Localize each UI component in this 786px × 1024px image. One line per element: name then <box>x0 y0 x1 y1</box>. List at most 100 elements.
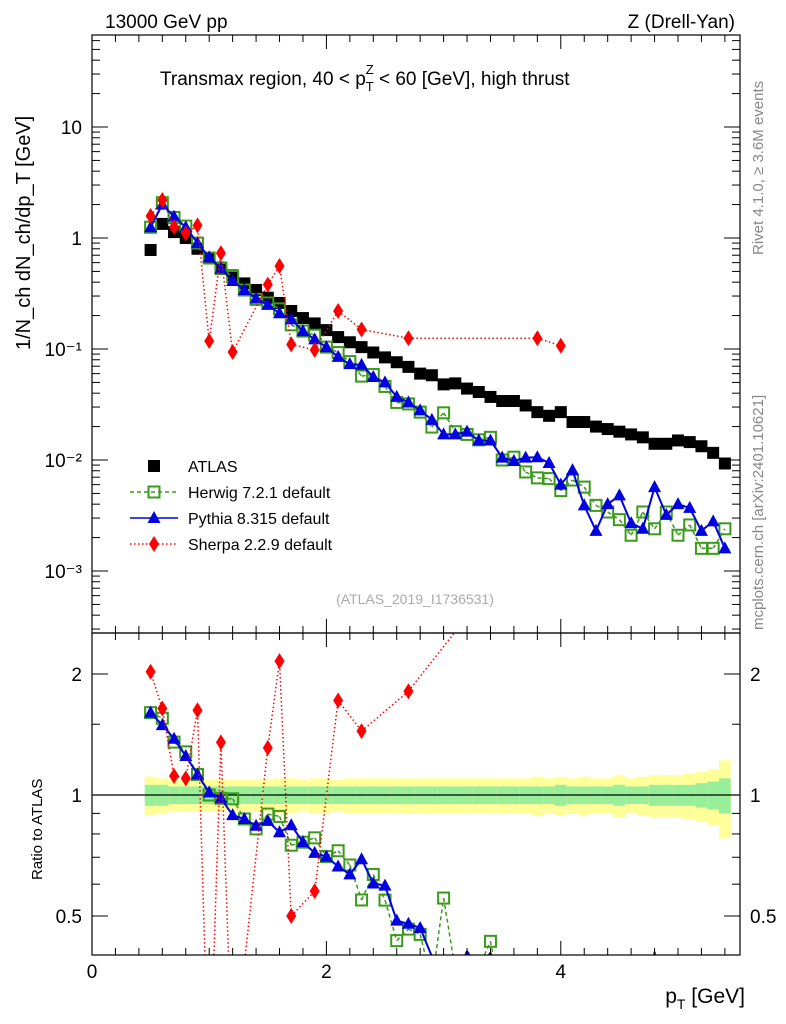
data-point <box>707 446 720 459</box>
ratio-point <box>366 876 380 889</box>
ratio-line <box>149 712 656 956</box>
data-point <box>648 480 662 493</box>
x-tick-label: 2 <box>321 962 332 983</box>
data-point <box>319 340 333 353</box>
data-point <box>390 356 403 369</box>
data-point <box>261 297 275 310</box>
legend-marker <box>148 460 160 472</box>
legend-entry: ATLAS <box>148 459 238 476</box>
data-point <box>589 420 602 433</box>
ratio-point <box>274 653 285 670</box>
legend-entry: Herwig 7.2.1 default <box>130 485 331 502</box>
ratio-point <box>403 683 414 700</box>
legend-marker <box>147 485 161 499</box>
data-point <box>296 324 310 337</box>
data-point <box>226 273 240 286</box>
data-point <box>202 250 216 263</box>
ratio-y-tick-label-right: 2 <box>750 665 761 686</box>
legend-label: Sherpa 2.2.9 default <box>188 537 333 554</box>
data-point <box>507 453 521 466</box>
data-point <box>461 382 474 395</box>
ratio-point <box>273 825 287 838</box>
series-1 <box>144 196 732 956</box>
data-point <box>249 291 263 304</box>
data-point <box>333 302 344 319</box>
data-point <box>625 428 638 441</box>
data-point <box>296 312 309 325</box>
legend-marker <box>147 511 161 523</box>
data-point <box>144 220 158 233</box>
data-point <box>378 375 392 388</box>
y-tick-label: 10⁻¹ <box>45 340 83 361</box>
data-point <box>613 425 626 438</box>
data-point <box>694 523 708 536</box>
data-point <box>274 257 285 274</box>
data-point <box>356 321 367 338</box>
data-point <box>379 351 391 364</box>
ratio-y-label: Ratio to ATLAS <box>29 779 46 880</box>
data-point <box>555 337 566 354</box>
data-point <box>554 406 567 419</box>
legend-label: Herwig 7.2.1 default <box>188 485 331 502</box>
ratio-point <box>333 692 344 709</box>
data-point <box>425 412 439 425</box>
data-point <box>437 427 451 440</box>
data-point <box>402 360 415 373</box>
data-point <box>169 218 180 235</box>
data-point <box>566 463 580 476</box>
data-point <box>285 304 298 317</box>
data-point <box>227 343 238 360</box>
ratio-point <box>284 818 298 831</box>
chart-marks <box>144 191 732 956</box>
x-tick-label: 0 <box>87 962 98 983</box>
data-point <box>273 306 287 319</box>
data-point <box>706 541 720 555</box>
data-point <box>215 245 226 262</box>
series-line <box>149 199 562 353</box>
data-point <box>530 450 544 463</box>
ratio-point <box>390 913 404 926</box>
data-point <box>309 341 320 358</box>
ratio-y-tick-label: 1 <box>71 786 82 807</box>
ratio-point <box>308 845 322 858</box>
ratio-point <box>483 934 497 948</box>
data-point <box>192 217 203 234</box>
legend-label: ATLAS <box>188 459 238 476</box>
data-point <box>648 437 661 450</box>
data-point <box>636 431 649 444</box>
process-label: Z (Drell-Yan) <box>628 12 735 33</box>
ratio-line <box>150 712 494 956</box>
data-point <box>683 518 697 532</box>
data-point <box>286 336 297 353</box>
data-point <box>718 522 732 536</box>
data-point <box>542 472 556 486</box>
ratio-point <box>355 893 369 907</box>
data-point <box>519 399 532 412</box>
data-point <box>577 498 591 511</box>
legend-marker <box>149 536 159 552</box>
data-point <box>683 500 697 513</box>
data-point <box>578 415 591 428</box>
data-point <box>308 317 321 330</box>
ratio-point <box>273 809 287 823</box>
x-axis-label: pT [GeV] <box>665 985 745 1012</box>
ratio-point <box>390 934 404 948</box>
ratio-point <box>226 792 240 806</box>
data-point <box>718 457 731 470</box>
data-point <box>156 217 169 230</box>
data-point <box>449 377 462 390</box>
data-point <box>612 488 626 501</box>
data-point <box>472 385 485 398</box>
ratio-point <box>319 849 333 862</box>
data-point <box>308 332 322 345</box>
data-point <box>414 367 427 380</box>
data-point <box>648 522 662 536</box>
data-point <box>519 450 533 463</box>
data-point <box>612 513 626 527</box>
energy-label: 13000 GeV pp <box>105 12 228 33</box>
data-point <box>367 346 380 359</box>
legend-entry: Sherpa 2.2.9 default <box>130 536 333 554</box>
y-tick-label: 10⁻² <box>45 451 83 472</box>
